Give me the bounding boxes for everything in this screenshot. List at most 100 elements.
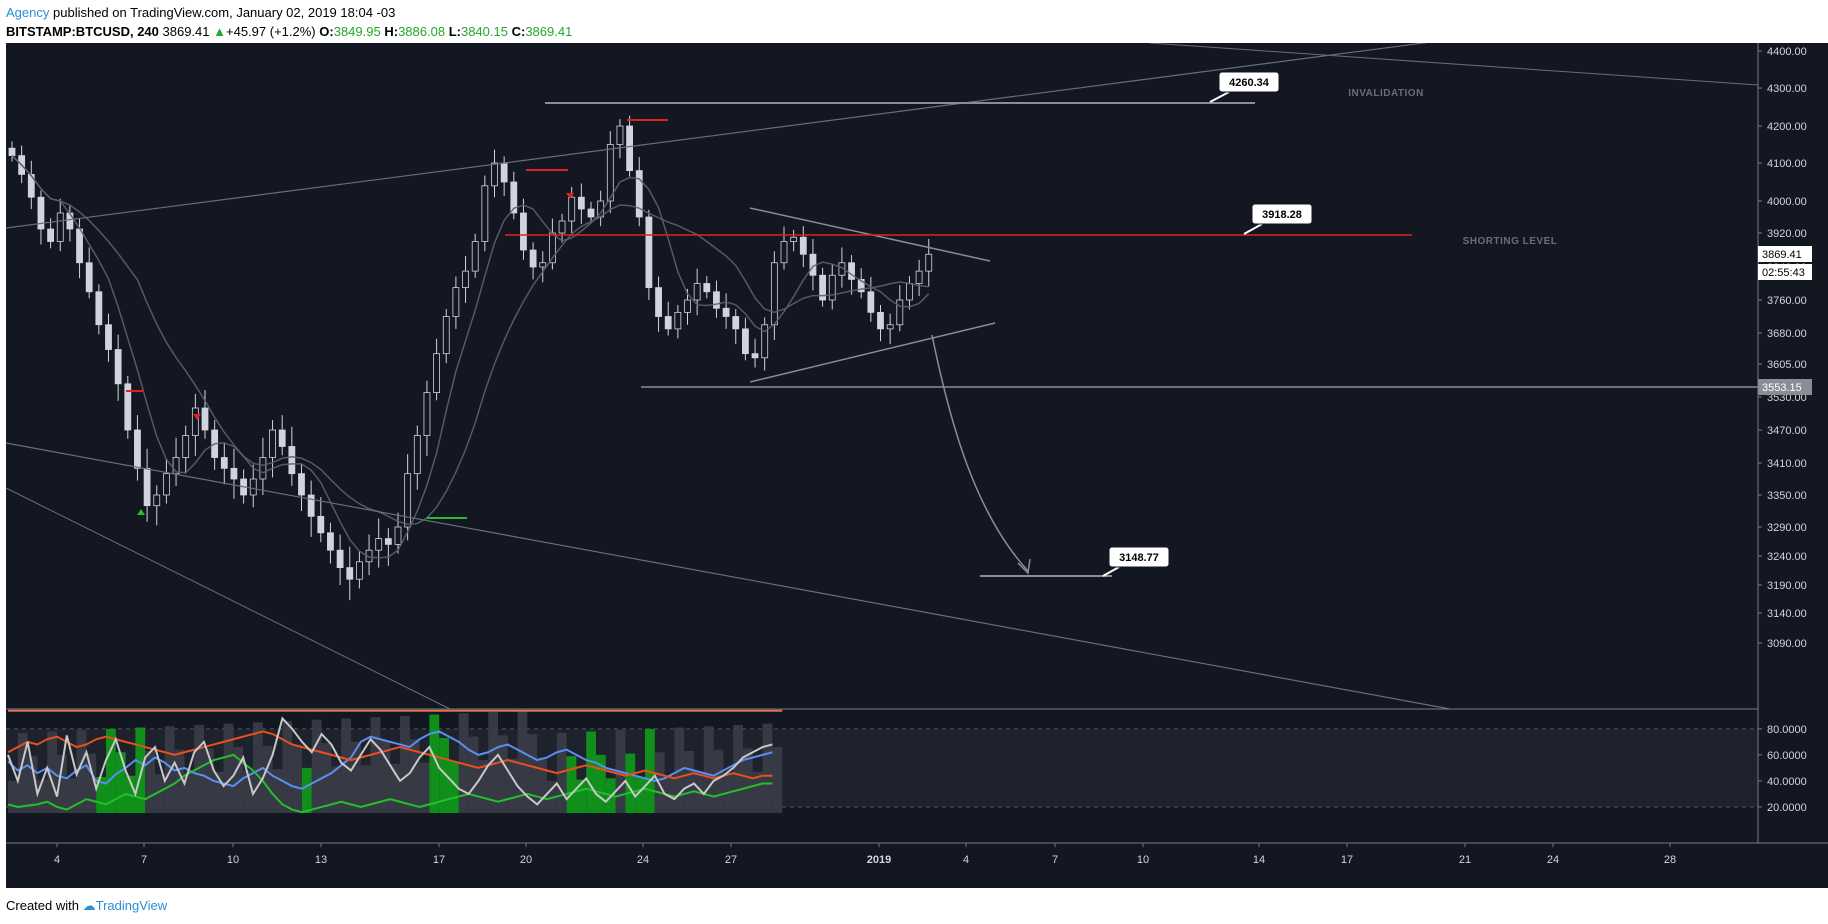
price-tick-label: 3920.00 xyxy=(1767,228,1807,240)
candle-body xyxy=(230,467,238,480)
indicator-histogram-bar xyxy=(429,714,440,813)
invalidation-callout-box xyxy=(1218,71,1280,93)
candle-body xyxy=(336,549,344,569)
indicator-histogram-bar xyxy=(409,739,420,813)
candle-body xyxy=(645,216,653,289)
candle-body xyxy=(8,147,16,156)
indicator-histogram-bar xyxy=(86,753,97,813)
price-tick-label: 3605.00 xyxy=(1767,359,1807,371)
last-price-badge: 3869.41 xyxy=(1762,249,1802,261)
high-value: 3886.08 xyxy=(398,24,446,39)
candle-body xyxy=(278,429,286,447)
candle-body xyxy=(317,515,325,534)
indicator-histogram-bar xyxy=(106,728,116,813)
candle-body xyxy=(732,316,740,330)
candle-body xyxy=(655,287,662,317)
candle-body xyxy=(462,270,469,289)
indicator-histogram-bar xyxy=(488,711,498,813)
candle-body xyxy=(182,435,190,458)
indicator-tick-label: 80.0000 xyxy=(1767,724,1807,736)
price-axis[interactable]: 4400.00 4300.00 4200.00 4100.00 4000.00 3920.… xyxy=(1757,43,1828,888)
candle-body xyxy=(790,236,798,242)
shorting-callout-text: 3918.28 xyxy=(1262,209,1302,221)
time-tick-label: 14 xyxy=(1253,854,1265,866)
candle-body xyxy=(606,144,614,202)
candle-body xyxy=(404,473,412,528)
candle-body xyxy=(105,324,112,350)
candle-body xyxy=(307,494,315,517)
candle-body xyxy=(520,212,527,251)
publisher-link[interactable]: Agency xyxy=(6,5,50,20)
indicator-histogram-bar xyxy=(155,774,165,813)
main-pane[interactable] xyxy=(5,43,1759,710)
price-chart[interactable]: 4400.00 4300.00 4200.00 4100.00 4000.00 3920.… xyxy=(0,43,1828,889)
tradingview-logo-icon: ☁ xyxy=(82,898,96,913)
indicator-histogram-bar xyxy=(213,771,224,813)
invalidation-label: INVALIDATION xyxy=(1348,88,1424,99)
time-tick-label: 24 xyxy=(1547,854,1559,866)
time-tick-label: 4 xyxy=(963,854,969,866)
candle-body xyxy=(896,299,904,326)
price-tick-label: 3760.00 xyxy=(1767,295,1807,307)
indicator-histogram-bar xyxy=(37,779,48,813)
indicator-histogram-bar xyxy=(743,748,753,813)
indicator-histogram-bar xyxy=(351,741,361,813)
indicator-pane[interactable] xyxy=(6,708,1758,814)
countdown-badge-bg xyxy=(1758,264,1812,280)
indicator-histogram-bar xyxy=(576,779,587,813)
candle-body xyxy=(346,567,354,580)
indicator-tick-label: 60.0000 xyxy=(1767,750,1807,762)
indicator-histogram-bar xyxy=(360,765,371,813)
indicator-histogram-bar xyxy=(115,752,126,813)
published-text: published on TradingView.com, January 02… xyxy=(53,5,396,20)
candle-body xyxy=(867,291,875,313)
candle-body xyxy=(819,274,826,301)
tradingview-brand-link[interactable]: TradingView xyxy=(95,898,168,913)
candle-body xyxy=(249,478,257,496)
time-tick-label: 10 xyxy=(1137,854,1149,866)
candle-body xyxy=(722,307,730,317)
price-tick-label: 3470.00 xyxy=(1767,425,1807,437)
indicator-series-line xyxy=(7,716,773,806)
candle-body xyxy=(442,316,450,355)
indicator-series-line xyxy=(7,753,773,814)
candle-body xyxy=(191,407,199,436)
candle-body xyxy=(47,228,54,242)
candle-body xyxy=(95,291,103,326)
support-price-badge-bg xyxy=(1758,379,1812,395)
chart-header: Agency published on TradingView.com, Jan… xyxy=(6,4,572,44)
trend-line xyxy=(5,442,1451,710)
drawing-annotations[interactable]: 4260.34 3918.28 3148.77 INVALIDATION SHORTIN… xyxy=(1102,71,1558,577)
candle-body xyxy=(626,125,633,171)
candle-body xyxy=(355,561,363,580)
shorting-level-label: SHORTING LEVEL xyxy=(1463,236,1558,247)
time-axis[interactable]: 4 7 10 13 17 20 24 27 2019 4 7 10 14 17 21 24 28 xyxy=(6,842,1828,866)
time-tick-label: 13 xyxy=(315,854,327,866)
candle-body xyxy=(568,196,576,222)
invalidation-callout-text: 4260.34 xyxy=(1229,77,1270,89)
indicator-histogram-bar xyxy=(253,722,263,813)
indicator-histogram-bar xyxy=(262,745,273,813)
callout-pointer xyxy=(1102,566,1120,577)
candle-body xyxy=(713,291,720,309)
indicator-histogram-bar xyxy=(772,747,783,813)
indicator-histogram-bar xyxy=(390,763,400,813)
moving-average-line xyxy=(11,155,930,559)
candle-body xyxy=(761,324,769,359)
indicator-series-line xyxy=(7,730,773,790)
time-tick-label: 17 xyxy=(433,854,445,866)
indicator-histogram-bar xyxy=(400,715,410,813)
candle-body xyxy=(433,353,441,393)
candle-body xyxy=(510,181,518,214)
indicator-histogram-bar xyxy=(292,744,302,813)
candle-body xyxy=(56,212,64,242)
indicator-axis[interactable]: 80.0000 60.0000 40.0000 20.0000 xyxy=(1758,724,1807,814)
indicator-histogram-bar xyxy=(713,749,724,813)
indicator-histogram-bar xyxy=(537,757,547,813)
price-tick-label: 3140.00 xyxy=(1767,608,1807,620)
indicator-histogram-bar xyxy=(66,778,77,813)
trend-line xyxy=(5,487,451,710)
open-label: O: xyxy=(319,24,334,39)
countdown-badge: 02:55:43 xyxy=(1762,267,1805,279)
indicator-histogram-bar xyxy=(76,730,87,813)
